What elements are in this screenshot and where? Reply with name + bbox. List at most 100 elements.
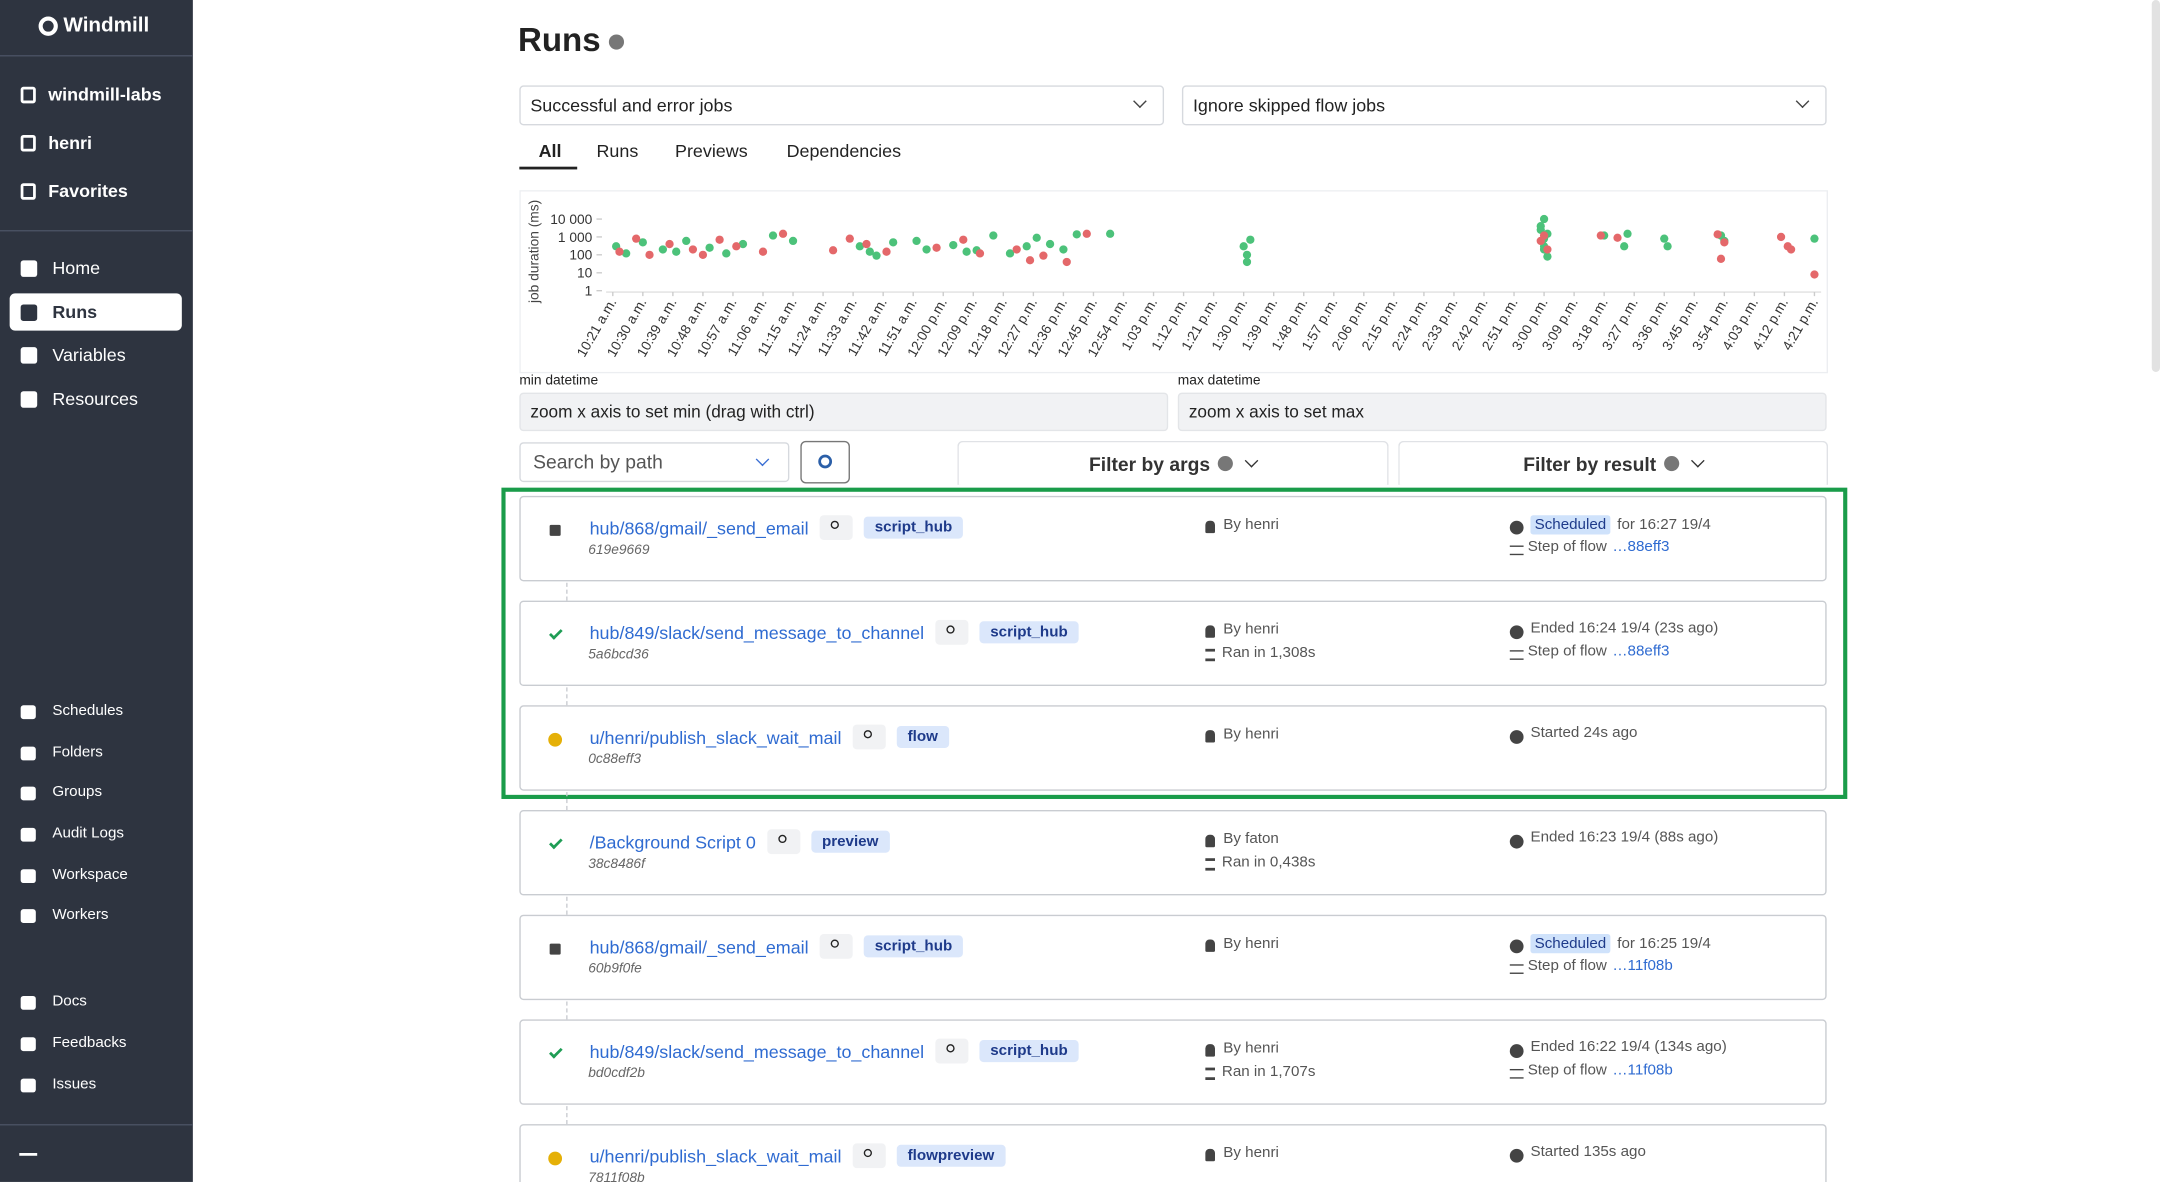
job-path[interactable]: u/henri/publish_slack_wait_mail xyxy=(589,1145,842,1167)
icon xyxy=(20,1037,36,1052)
icon xyxy=(20,909,36,923)
sidebar-divider xyxy=(0,55,193,57)
clock-icon xyxy=(1509,1044,1524,1058)
nav-item[interactable]: Runs xyxy=(52,301,98,323)
icon xyxy=(20,260,38,277)
sidebar-user[interactable]: henri xyxy=(48,132,93,153)
job-path[interactable]: hub/849/slack/send_message_to_channel xyxy=(589,621,925,643)
search-job-button[interactable] xyxy=(766,829,800,855)
job-row[interactable]: u/henri/publish_slack_wait_mail flowprevi… xyxy=(519,1124,1827,1182)
nav-item[interactable]: Home xyxy=(52,257,101,279)
tab[interactable]: Runs xyxy=(596,140,639,162)
step-link[interactable]: …88eff3 xyxy=(1612,643,1670,660)
sidebar-link[interactable]: Feedbacks xyxy=(52,1034,127,1052)
user-icon xyxy=(1205,939,1215,952)
nav-item[interactable]: Variables xyxy=(52,344,126,366)
icon xyxy=(20,135,36,152)
job-path[interactable]: /Background Script 0 xyxy=(589,831,756,853)
tab[interactable]: Dependencies xyxy=(786,140,902,162)
filter-button[interactable]: Filter by result xyxy=(1398,440,1829,485)
tab[interactable]: All xyxy=(538,140,562,162)
job-hash: 7811f08b xyxy=(588,1170,645,1182)
data-point xyxy=(615,247,624,256)
search-job-button[interactable] xyxy=(935,1038,969,1064)
job-state-line: Scheduled for 16:25 19/4 xyxy=(1530,933,1711,954)
job-path[interactable]: u/henri/publish_slack_wait_mail xyxy=(589,726,842,748)
search-job-button[interactable] xyxy=(819,515,853,540)
row-connector xyxy=(566,687,568,706)
chevron xyxy=(755,452,770,467)
step-link[interactable]: …11f08b xyxy=(1612,1062,1673,1079)
user-icon xyxy=(1205,1044,1215,1057)
y-tick-label: 100 xyxy=(569,248,592,263)
secondary-nav-item[interactable]: Workspace xyxy=(52,866,128,884)
step-link[interactable]: …88eff3 xyxy=(1612,538,1670,556)
sidebar-link[interactable]: Issues xyxy=(52,1075,97,1093)
data-point xyxy=(738,239,748,249)
secondary-nav-item[interactable]: Folders xyxy=(52,743,103,761)
search-icon xyxy=(830,939,839,948)
range-input[interactable]: zoom x axis to set min (drag with ctrl) xyxy=(519,392,1169,432)
job-title-line: /Background Script 0 preview xyxy=(589,829,890,855)
collapse-arrow xyxy=(19,1153,38,1156)
search-job-button[interactable] xyxy=(819,933,853,959)
clock-icon xyxy=(1509,939,1524,954)
filter-button[interactable]: Filter by args xyxy=(957,440,1389,485)
data-point xyxy=(1025,256,1035,265)
info-icon xyxy=(1218,455,1234,472)
icon xyxy=(20,183,36,200)
job-row[interactable]: hub/868/gmail/_send_email script_hub 60b9f… xyxy=(519,914,1827,1001)
job-row[interactable]: hub/849/slack/send_message_to_channel scr… xyxy=(519,1019,1827,1105)
secondary-nav-item[interactable]: Workers xyxy=(52,906,109,923)
chevron xyxy=(1795,94,1810,109)
search-job-button[interactable] xyxy=(852,724,886,750)
job-state-line: Scheduled for 16:27 19/4 xyxy=(1530,515,1711,535)
nav-item[interactable]: Resources xyxy=(52,388,138,410)
search-icon xyxy=(863,730,872,739)
job-row[interactable]: u/henri/publish_slack_wait_mail flow 0c88e… xyxy=(519,705,1827,791)
data-point xyxy=(1543,252,1552,261)
user-icon xyxy=(1205,730,1215,743)
zoom-button[interactable] xyxy=(800,440,850,484)
list-icon xyxy=(1509,1068,1524,1079)
job-hash: 619e9669 xyxy=(588,542,650,558)
data-point xyxy=(665,239,674,249)
secondary-nav-item[interactable]: Audit Logs xyxy=(52,825,124,842)
data-point xyxy=(865,247,874,256)
select-skipped[interactable]: Ignore skipped flow jobs xyxy=(1181,85,1827,126)
step-label: Step of flow xyxy=(1527,643,1607,660)
job-row[interactable]: /Background Script 0 preview 38c8486f By fa… xyxy=(519,809,1827,896)
y-tick-label: 1 000 xyxy=(558,230,593,245)
data-point xyxy=(698,250,708,259)
job-row[interactable]: hub/868/gmail/_send_email script_hub 619e9… xyxy=(519,495,1827,582)
scrollbar[interactable] xyxy=(2151,0,2160,372)
job-by: By henri xyxy=(1223,935,1279,952)
hourglass-icon xyxy=(1205,858,1215,871)
secondary-nav-item[interactable]: Groups xyxy=(52,783,103,801)
sidebar-favorites[interactable]: Favorites xyxy=(48,180,128,202)
select-job_kind[interactable]: Successful and error jobs xyxy=(519,85,1165,126)
status-success xyxy=(549,835,563,850)
job-ran: Ran in 1,707s xyxy=(1221,1063,1316,1080)
tab[interactable]: Previews xyxy=(675,140,748,162)
search-input[interactable]: Search by path xyxy=(519,442,790,483)
status-success xyxy=(549,1044,563,1059)
secondary-nav-item[interactable]: Schedules xyxy=(52,702,124,720)
sidebar-link[interactable]: Docs xyxy=(52,993,87,1010)
step-link[interactable]: …11f08b xyxy=(1612,957,1673,974)
sidebar-workspace[interactable]: windmill-labs xyxy=(48,84,162,105)
job-path[interactable]: hub/868/gmail/_send_email xyxy=(589,936,809,957)
data-point xyxy=(788,236,798,246)
job-path[interactable]: hub/868/gmail/_send_email xyxy=(589,517,809,538)
search-placeholder: Search by path xyxy=(533,450,663,473)
search-job-button[interactable] xyxy=(852,1143,886,1169)
clock-icon xyxy=(1509,625,1524,640)
chevron xyxy=(1245,453,1259,468)
job-row[interactable]: hub/849/slack/send_message_to_channel scr… xyxy=(519,600,1827,687)
range-input[interactable]: zoom x axis to set max xyxy=(1177,392,1827,432)
job-state: Ended 16:22 19/4 (134s ago) xyxy=(1530,1038,1727,1056)
job-path[interactable]: hub/849/slack/send_message_to_channel xyxy=(589,1040,925,1062)
search-job-button[interactable] xyxy=(935,619,969,645)
data-point xyxy=(705,243,714,252)
